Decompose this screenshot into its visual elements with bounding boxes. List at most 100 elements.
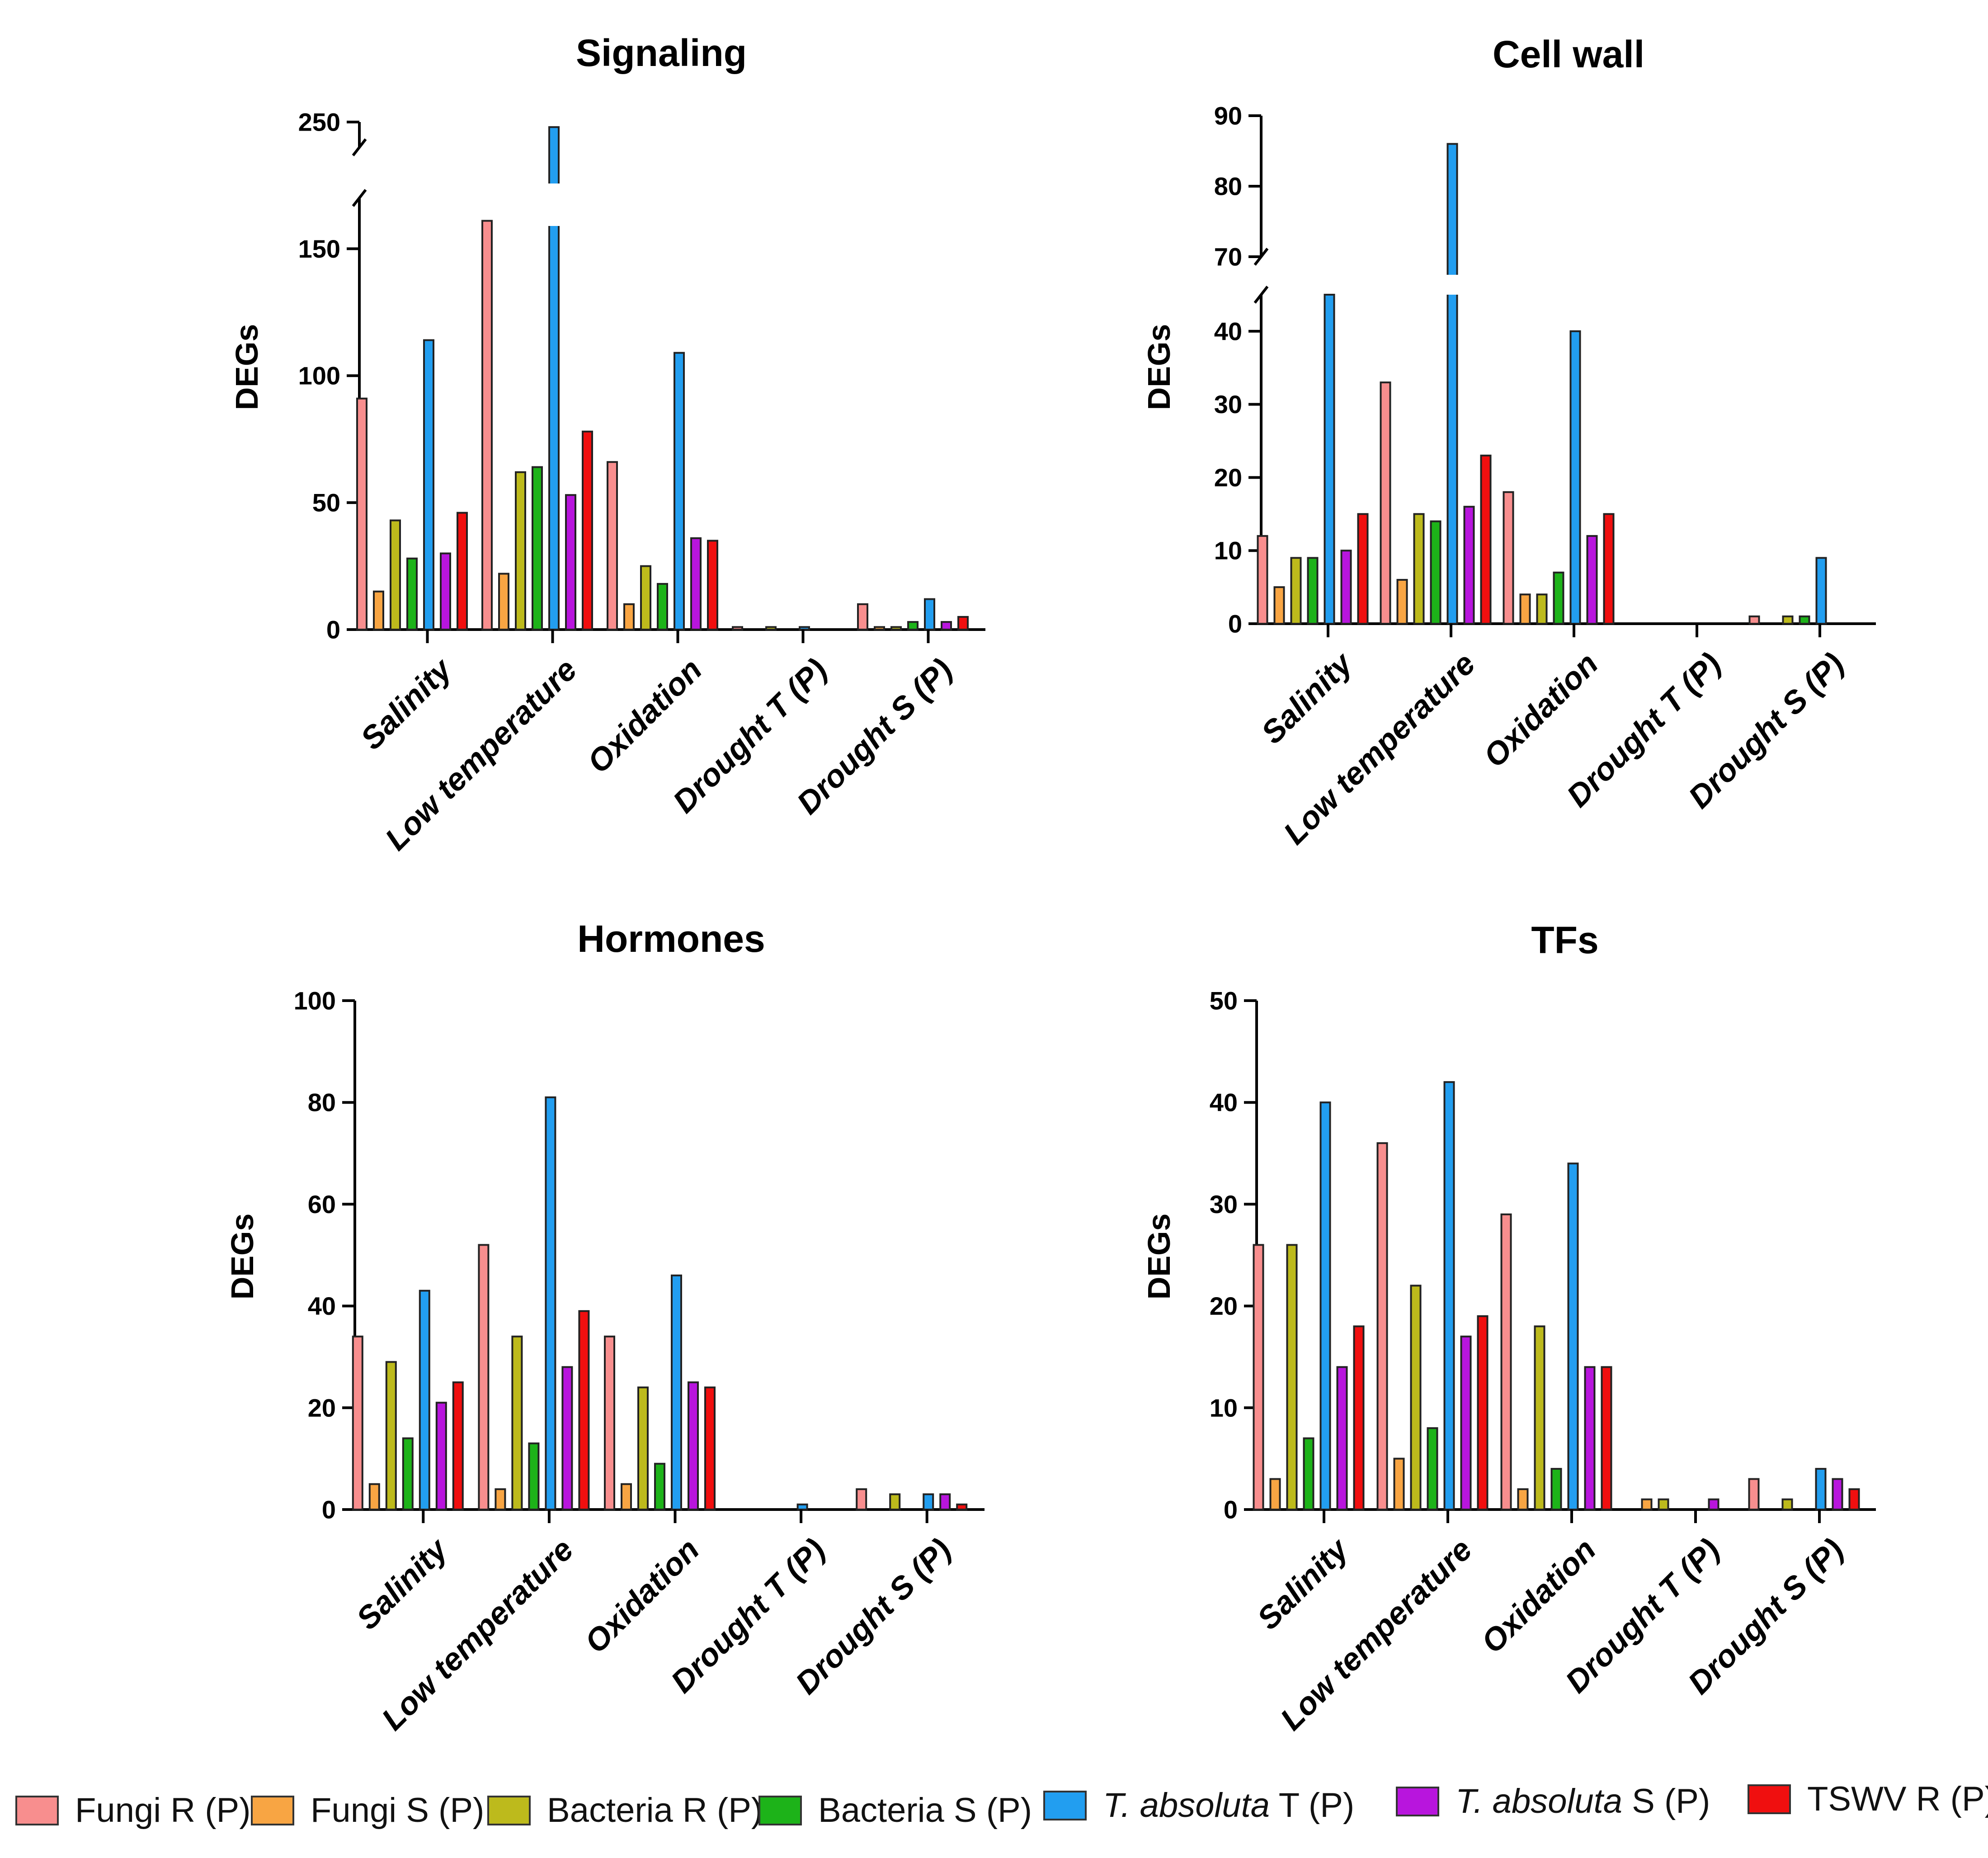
bar: [565, 494, 576, 630]
legend-label: T. absoluta T (P): [1103, 1786, 1354, 1825]
bar: [498, 573, 509, 630]
bar: [1413, 513, 1425, 625]
y-tick-label: 20: [1210, 1292, 1238, 1320]
legend-item: Bacteria R (P): [487, 1791, 763, 1830]
bar: [390, 519, 401, 630]
bar: [657, 583, 668, 630]
bar: [1336, 1366, 1348, 1510]
bar: [1446, 143, 1458, 625]
x-tick-label: Salinity: [1250, 1531, 1356, 1636]
bar: [1641, 1498, 1653, 1510]
legend-label: Bacteria S (P): [818, 1791, 1032, 1830]
bar: [654, 1463, 665, 1510]
y-tick-label: 40: [1214, 317, 1242, 345]
bar: [1569, 330, 1581, 625]
bar: [621, 1483, 632, 1510]
bar: [1603, 513, 1615, 625]
legend-item: T. absoluta T (P): [1043, 1786, 1354, 1825]
bar: [1477, 1315, 1489, 1511]
bar: [1503, 491, 1514, 625]
bar: [704, 1386, 716, 1510]
legend-label: T. absoluta S (P): [1456, 1782, 1710, 1820]
bar-break-gap: [547, 183, 561, 226]
bar: [1273, 586, 1285, 625]
y-tick-label: 40: [1210, 1088, 1238, 1117]
bar: [732, 626, 743, 630]
chart-title: Signaling: [576, 32, 747, 74]
bar: [356, 397, 367, 630]
bar: [1480, 454, 1492, 625]
bar: [941, 621, 952, 631]
bar: [452, 1381, 464, 1510]
bar: [1748, 615, 1760, 625]
x-tick-label: Salinity: [349, 1531, 455, 1636]
bar: [957, 616, 969, 630]
y-tick-label: 40: [308, 1292, 336, 1320]
y-tick-label: 80: [1214, 172, 1242, 201]
bar: [511, 1336, 523, 1510]
bar: [1324, 294, 1335, 625]
bar: [515, 471, 526, 631]
bar: [352, 1336, 363, 1510]
x-tick-label: Oxidation: [1477, 646, 1605, 774]
bar: [796, 1503, 808, 1510]
bar: [1815, 557, 1827, 625]
legend-label: Fungi S (P): [311, 1791, 484, 1830]
bar: [406, 557, 418, 631]
y-tick-label: 90: [1214, 102, 1242, 130]
bar: [1357, 513, 1369, 625]
y-tick-label: 60: [308, 1190, 336, 1218]
bar: [545, 1096, 556, 1510]
y-axis-title: DEGs: [1141, 324, 1177, 410]
bar: [1781, 1498, 1793, 1510]
legend-swatch: [251, 1796, 294, 1825]
bar: [924, 598, 935, 631]
bar: [956, 1503, 968, 1510]
y-axis-title: DEGs: [229, 324, 264, 410]
bar: [1393, 1458, 1405, 1510]
bar: [1286, 1244, 1298, 1510]
x-tick-label: Oxidation: [1475, 1532, 1602, 1660]
y-tick-label: 70: [1214, 243, 1242, 271]
bar: [1584, 1366, 1596, 1510]
y-tick-label: 50: [312, 489, 340, 517]
axis-break-mark: [1253, 286, 1269, 304]
bar: [890, 626, 902, 630]
bar: [1303, 1437, 1314, 1511]
bar: [1567, 1162, 1579, 1511]
bar: [385, 1361, 397, 1510]
bar: [688, 1381, 699, 1510]
bar: [1319, 1101, 1331, 1510]
bar: [532, 466, 543, 630]
bar-break-gap: [1446, 275, 1459, 295]
bar: [1463, 506, 1475, 625]
bar: [495, 1488, 506, 1510]
bar: [856, 1488, 867, 1510]
axis-break-mark: [352, 138, 367, 156]
bar: [857, 603, 868, 630]
y-axis-title: DEGs: [1141, 1214, 1177, 1300]
y-tick-label: 0: [1228, 610, 1242, 638]
bar: [637, 1386, 649, 1510]
legend-item: Bacteria S (P): [758, 1791, 1032, 1830]
bar: [604, 1336, 615, 1510]
bar: [1253, 1244, 1264, 1510]
bar: [478, 1244, 490, 1510]
bar: [1396, 579, 1408, 625]
legend-swatch: [1396, 1787, 1439, 1816]
bar: [1410, 1284, 1422, 1511]
x-tick-label: Oxidation: [580, 652, 708, 780]
chart-panel-1: Cell wallDEGs010203040708090SalinityLow …: [1141, 33, 1876, 851]
y-tick-label: 10: [1214, 536, 1242, 565]
legend-swatch: [15, 1796, 59, 1825]
bar: [368, 1483, 380, 1510]
y-tick-label: 10: [1210, 1393, 1238, 1422]
bar: [1601, 1366, 1612, 1510]
y-tick-label: 20: [1214, 463, 1242, 492]
legend-item: T. absoluta S (P): [1396, 1782, 1710, 1820]
bar: [1380, 381, 1391, 625]
bar: [1782, 615, 1794, 625]
bar: [923, 1493, 934, 1510]
bar: [419, 1289, 430, 1511]
